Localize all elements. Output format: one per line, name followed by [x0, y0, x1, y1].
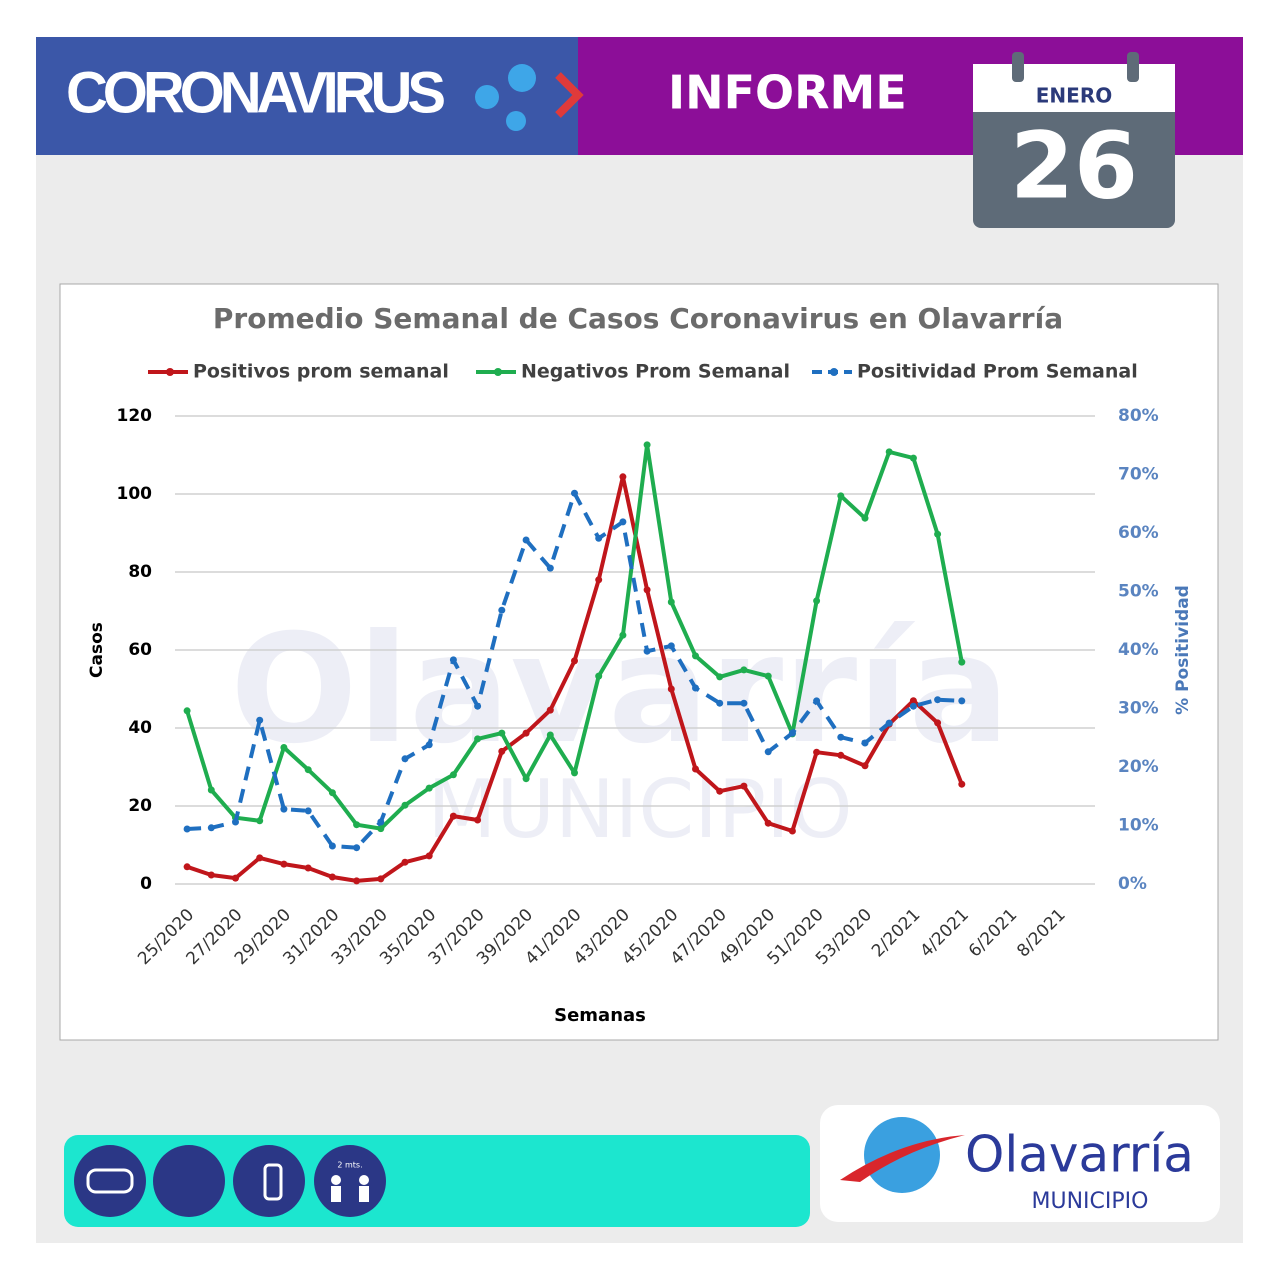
y2-tick-label: 40%	[1118, 640, 1159, 660]
y-tick-label: 60	[128, 640, 152, 660]
calendar-month: ENERO	[1036, 84, 1112, 108]
logo-sub: MUNICIPIO	[1032, 1189, 1149, 1214]
calendar: ENERO 26	[973, 52, 1175, 228]
legend-label: Positividad Prom Semanal	[857, 361, 1138, 383]
legend-label: Negativos Prom Semanal	[521, 361, 790, 383]
y-tick-label: 40	[128, 718, 152, 738]
y2-tick-label: 50%	[1118, 582, 1159, 602]
y2-tick-label: 10%	[1118, 816, 1159, 836]
y2-tick-label: 80%	[1118, 406, 1159, 426]
hygiene-icons	[74, 1145, 386, 1217]
chevron	[555, 72, 584, 118]
y2-tick-label: 70%	[1118, 465, 1159, 485]
distance-label: 2 mts.	[337, 1161, 362, 1170]
legend-label: Positivos prom semanal	[193, 361, 449, 383]
y2-tick-label: 0%	[1118, 874, 1147, 894]
y-tick-label: 100	[117, 484, 153, 504]
y2-tick-label: 60%	[1118, 523, 1159, 543]
logo-name: Olavarría	[965, 1126, 1194, 1184]
y2-axis-label: % Positividad	[1173, 585, 1193, 715]
virus-icons	[475, 64, 536, 131]
header-title: CORONAVIRUS	[66, 60, 446, 125]
legend-marker	[830, 368, 838, 376]
calendar-day: 26	[1010, 112, 1138, 219]
legend-marker	[166, 368, 174, 376]
y2-tick-label: 20%	[1118, 757, 1159, 777]
y-tick-label: 120	[117, 406, 153, 426]
watermark-name: Olavarría	[230, 603, 1010, 777]
series-line	[183, 489, 966, 852]
y-tick-label: 80	[128, 562, 152, 582]
y-tick-label: 0	[140, 874, 152, 894]
y-tick-label: 20	[128, 796, 152, 816]
y-axis-label: Casos	[87, 622, 107, 678]
chart-title: Promedio Semanal de Casos Coronavirus en…	[213, 302, 1063, 335]
logo-mark	[840, 1117, 965, 1193]
x-axis-label: Semanas	[554, 1005, 646, 1026]
legend-marker	[494, 368, 502, 376]
header-subtitle: INFORME	[668, 66, 907, 120]
y2-tick-label: 30%	[1118, 699, 1159, 719]
